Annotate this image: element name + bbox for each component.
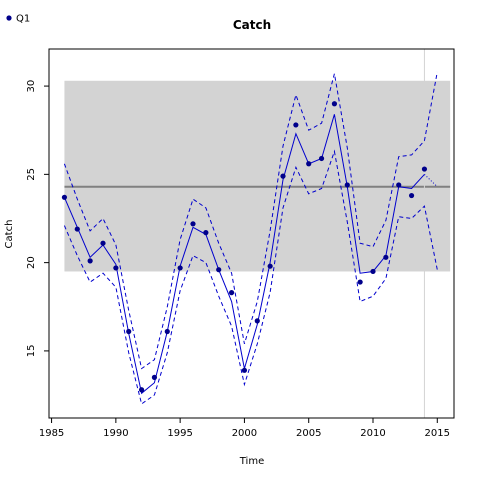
- observed-point: [331, 101, 338, 107]
- observed-point: [421, 166, 428, 172]
- axes: 1985 1990 1995 2000 2005 2010 2015 15 20 25 30: [26, 80, 450, 439]
- y-tick-label: 20: [26, 256, 37, 269]
- observed-point: [306, 161, 312, 167]
- observed-point: [164, 328, 170, 335]
- legend: Q1: [6, 14, 30, 25]
- x-axis-label: Time: [239, 456, 264, 467]
- y-axis-label: Catch: [4, 220, 15, 249]
- observed-point: [228, 290, 235, 296]
- x-tick-label: 2005: [296, 428, 321, 439]
- plot-area: [61, 49, 451, 418]
- x-tick-label: 1985: [39, 428, 64, 439]
- observed-point: [61, 194, 68, 200]
- y-tick-label: 25: [26, 168, 37, 181]
- observed-point: [318, 155, 325, 162]
- chart-title: Catch: [233, 18, 271, 32]
- x-tick-label: 1990: [103, 428, 128, 439]
- observed-point: [267, 263, 273, 269]
- observed-point: [126, 328, 132, 335]
- reference-band: [64, 80, 451, 272]
- observed-point: [74, 226, 80, 232]
- y-tick-label: 15: [26, 345, 37, 358]
- observed-point: [370, 268, 376, 275]
- x-tick-label: 2010: [360, 428, 385, 439]
- observed-point: [280, 173, 286, 179]
- x-tick-label: 2000: [232, 428, 257, 439]
- observed-point: [87, 258, 93, 264]
- observed-point: [190, 221, 196, 227]
- observed-point: [177, 265, 183, 271]
- observed-point: [216, 267, 222, 273]
- observed-point: [138, 387, 145, 393]
- legend-label: Q1: [16, 14, 30, 25]
- observed-point: [241, 367, 248, 373]
- plot-frame: [48, 48, 455, 419]
- observed-point: [254, 318, 260, 324]
- observed-point: [151, 374, 158, 380]
- observed-point: [357, 279, 363, 285]
- observed-point: [344, 182, 350, 188]
- observed-point: [396, 182, 402, 188]
- observed-point: [293, 122, 299, 128]
- observed-point: [203, 230, 209, 236]
- legend-marker: [6, 15, 12, 21]
- y-tick-label: 30: [26, 80, 37, 93]
- x-tick-label: 1995: [167, 428, 192, 439]
- observed-point: [113, 265, 119, 271]
- lower-ci-line: [63, 149, 438, 405]
- observed-point: [383, 254, 389, 260]
- x-tick-label: 2015: [425, 428, 450, 439]
- observed-point: [408, 192, 415, 199]
- observed-point: [100, 240, 106, 246]
